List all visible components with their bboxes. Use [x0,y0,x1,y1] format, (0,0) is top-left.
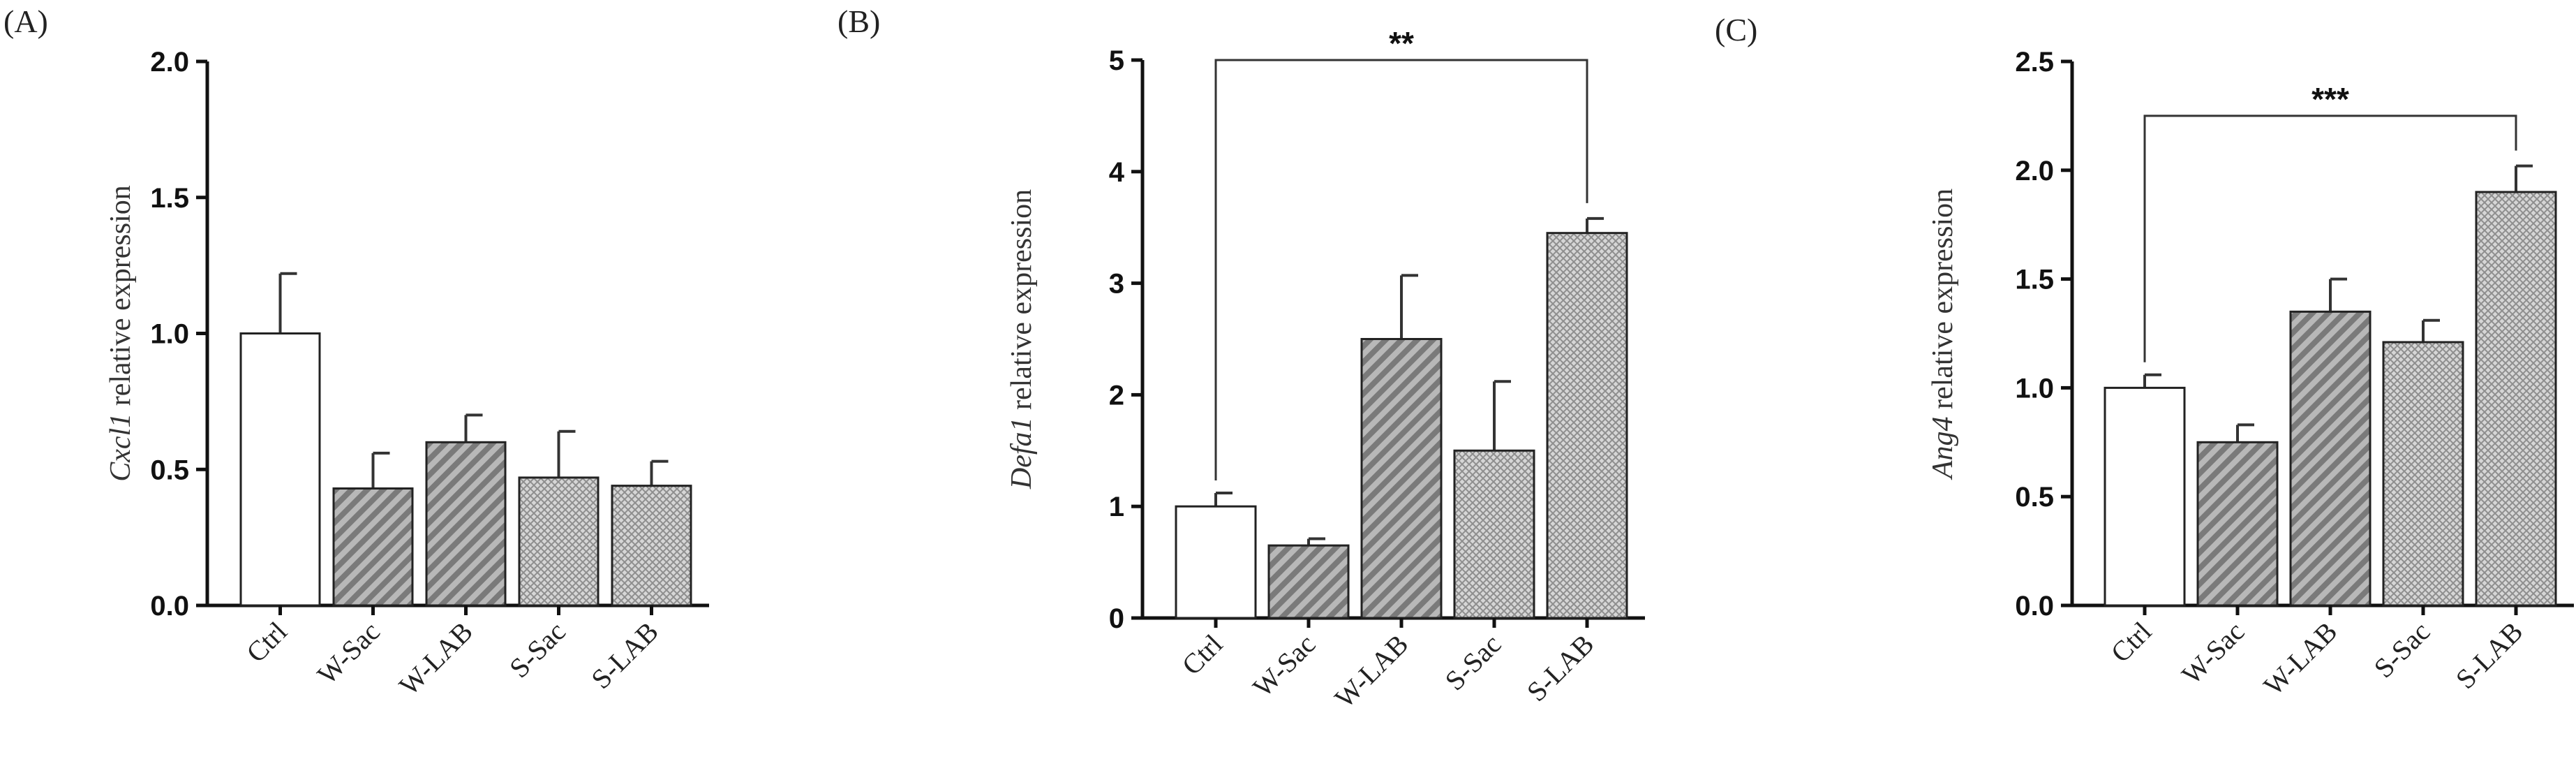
x-tick-label: S-LAB [2450,616,2529,696]
y-tick-label: 2.5 [2015,47,2054,78]
y-tick-label: 2.0 [2015,156,2054,186]
y-tick-label: 1.0 [150,319,189,350]
bar-ctrl [239,332,321,607]
chart-panel-b: (B) Defa1 relative expression 0 1 2 3 4 5 Ctrl W-… [837,3,1645,714]
y-tick-label: 0.0 [2015,591,2054,621]
significance-bracket [2143,115,2517,362]
y-tick-label: 2.0 [150,47,189,78]
significance-label: ** [1389,25,1414,61]
y-axis-label-text: relative expression [105,185,137,413]
y-axis-gene-name: Ang4 [1927,416,1959,480]
x-tick-label: Ctrl [1176,628,1229,682]
y-tick-label: 4 [1109,157,1125,188]
y-axis-label: Ang4 relative expression [1927,189,1959,480]
bar-w-sac [332,487,414,607]
y-tick-label: 0.5 [2015,482,2054,513]
x-tick-label: Ctrl [2105,616,2158,669]
y-tick-label: 5 [1109,45,1124,76]
y-axis-label-text: relative expression [1927,189,1959,417]
x-tick-label: Ctrl [240,616,293,669]
bar-s-sac [1453,449,1535,619]
x-tick-label: S-Sac [2368,616,2436,684]
bar-w-lab [425,441,507,607]
bar-s-sac [2382,341,2464,607]
x-tick-label: W-Sac [311,616,386,691]
x-tick-label: W-LAB [1328,628,1414,714]
x-tick-label: W-Sac [1246,628,1321,703]
x-tick-label: S-LAB [1521,628,1600,708]
bar-s-lab [1546,232,1628,619]
panel-label: (B) [837,3,880,39]
y-axis-label: Cxcl1 relative expression [105,185,137,482]
y-tick-label: 1.5 [2015,265,2054,295]
bar-s-lab [2475,191,2557,607]
y-tick-label: 1 [1109,492,1124,522]
bar-w-lab [1360,338,1443,619]
bar-ctrl [1175,505,1257,619]
bar-s-lab [611,485,692,607]
y-axis-label: Defa1 relative expression [1006,189,1038,490]
significance-label: *** [2311,81,2349,117]
panel-label: (C) [1715,12,1757,47]
y-axis-label-text: relative expression [1006,189,1038,418]
y-tick-label: 1.5 [150,183,189,214]
chart-panel-c: (C) Ang4 relative expression 0.0 0.5 1.0 1.5 2… [1715,12,2574,701]
bar-w-lab [2289,310,2372,607]
x-tick-label: S-Sac [1439,628,1507,697]
x-tick-label: W-LAB [393,616,479,702]
x-tick-label: W-LAB [2257,616,2343,702]
y-axis-gene-name: Defa1 [1006,417,1038,490]
significance-bracket [1214,59,1588,481]
x-tick-label: S-Sac [503,616,572,684]
y-tick-label: 0.0 [150,591,189,621]
y-axis-gene-name: Cxcl1 [105,413,137,482]
y-tick-label: 2 [1109,380,1124,411]
bar-w-sac [1267,544,1350,619]
chart-panel-a: (A) Cxcl1 relative expression 0.0 0.5 1.0 1.5… [3,3,709,701]
bar-w-sac [2196,441,2279,607]
x-tick-label: W-Sac [2175,616,2250,691]
bar-ctrl [2104,386,2186,607]
y-tick-label: 0 [1109,603,1124,634]
y-tick-label: 3 [1109,269,1124,300]
y-tick-label: 0.5 [150,455,189,485]
x-tick-label: S-LAB [585,616,664,696]
bar-s-sac [518,476,600,607]
panel-label: (A) [3,3,48,39]
y-tick-label: 1.0 [2015,373,2054,404]
